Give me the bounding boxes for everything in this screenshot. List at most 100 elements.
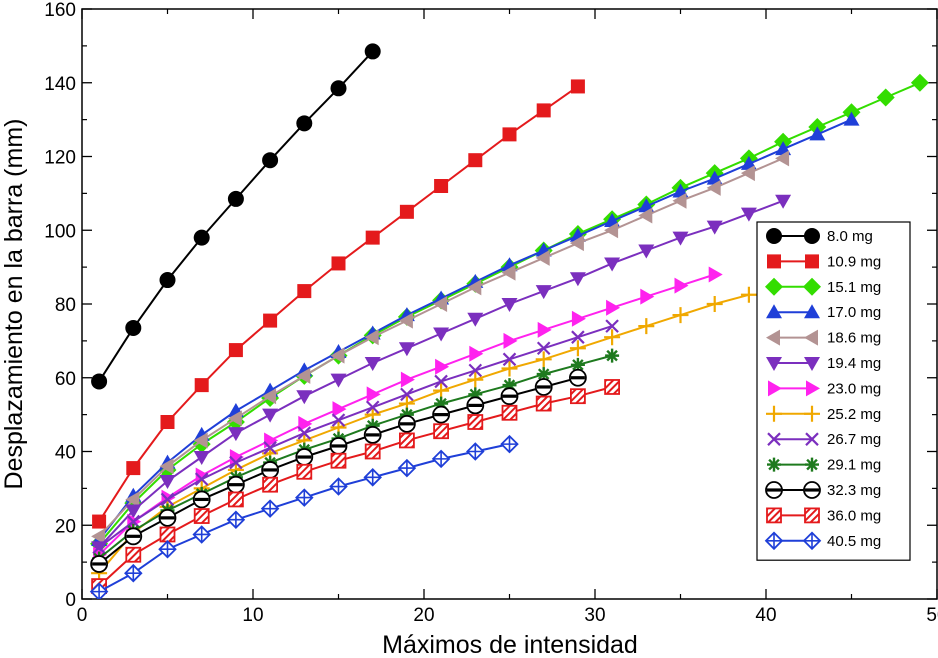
legend-marker — [803, 277, 821, 296]
data-point — [227, 491, 244, 508]
data-point — [296, 390, 313, 405]
legend-item: 29.1 mg — [767, 457, 881, 474]
legend-label: 15.1 mg — [827, 279, 881, 296]
data-point — [159, 475, 176, 489]
legend-label: 17.0 mg — [827, 304, 881, 321]
data-point — [296, 463, 313, 480]
data-point — [400, 371, 415, 388]
data-point — [296, 367, 311, 384]
data-point — [571, 330, 585, 344]
data-point — [432, 405, 451, 424]
legend-item: 8.0 mg — [766, 228, 873, 245]
y-tick-label: 60 — [55, 369, 76, 390]
legend-label: 18.6 mg — [827, 330, 881, 347]
data-point — [125, 319, 142, 336]
data-point — [638, 207, 653, 224]
legend-item: 10.9 mg — [767, 253, 881, 270]
data-point — [431, 449, 451, 469]
data-point — [331, 256, 346, 271]
series-32-3-mg — [90, 368, 587, 573]
data-point — [535, 351, 552, 368]
data-point — [330, 80, 347, 97]
legend-marker — [766, 304, 782, 319]
data-point — [126, 461, 141, 476]
legend-marker — [765, 481, 783, 499]
legend-marker — [806, 380, 820, 397]
legend-marker — [804, 405, 820, 422]
legend-marker — [766, 329, 780, 346]
data-point — [843, 111, 860, 126]
data-point — [193, 451, 210, 466]
data-point — [159, 458, 174, 475]
data-point — [570, 79, 585, 94]
data-point — [331, 413, 346, 427]
data-point — [297, 426, 312, 440]
y-tick-label: 160 — [44, 0, 76, 21]
legend-marker — [804, 304, 820, 319]
data-point — [502, 378, 517, 393]
x-tick-label: 40 — [755, 605, 776, 626]
data-point — [467, 312, 484, 327]
series-36-0-mg — [91, 379, 620, 594]
data-point — [226, 510, 246, 529]
data-point — [329, 437, 348, 455]
legend-label: 36.0 mg — [827, 507, 881, 524]
data-point — [363, 426, 382, 444]
legend-box — [756, 221, 911, 561]
data-point — [500, 434, 519, 454]
data-point — [468, 153, 483, 168]
data-point — [433, 296, 448, 312]
data-point — [332, 401, 347, 418]
data-point — [365, 230, 380, 245]
data-point — [263, 313, 278, 328]
data-point — [365, 418, 380, 433]
legend-item: 25.2 mg — [766, 406, 881, 423]
data-point — [536, 103, 551, 118]
data-point — [330, 347, 345, 364]
data-point — [569, 368, 587, 387]
data-point — [706, 220, 723, 235]
legend-label: 26.7 mg — [827, 431, 881, 448]
data-point — [295, 448, 314, 466]
data-point — [297, 284, 312, 299]
legend-label: 29.1 mg — [827, 457, 881, 474]
legend-marker — [764, 531, 784, 551]
legend-marker — [802, 531, 822, 551]
data-point — [159, 526, 176, 543]
data-point — [262, 388, 277, 405]
legend-marker — [766, 507, 782, 524]
x-tick-label: 0 — [77, 605, 88, 626]
data-point — [740, 286, 757, 303]
data-point — [606, 299, 621, 316]
legend-label: 8.0 mg — [827, 228, 873, 245]
data-point — [433, 327, 450, 342]
data-point — [467, 414, 484, 430]
data-point — [638, 244, 655, 259]
data-point — [674, 277, 689, 294]
data-point — [400, 387, 414, 402]
data-point — [638, 318, 655, 335]
legend-marker — [767, 254, 781, 269]
legend-item: 19.4 mg — [766, 355, 881, 372]
legend-label: 25.2 mg — [827, 406, 881, 423]
data-point — [262, 152, 279, 169]
data-point — [569, 272, 586, 287]
y-tick-labels: 0 20 40 60 80 100 120 140 160 — [44, 0, 76, 611]
data-point — [263, 441, 277, 455]
data-point — [466, 396, 485, 415]
data-point — [569, 340, 586, 357]
data-point — [364, 329, 379, 346]
legend-item: 23.0 mg — [768, 380, 881, 397]
legend-marker — [766, 357, 782, 371]
data-point — [398, 432, 415, 449]
series-8-0-mg — [91, 43, 381, 390]
data-point — [193, 508, 210, 524]
data-point — [194, 472, 209, 486]
legend-label: 10.9 mg — [827, 253, 881, 270]
legend-marker — [765, 277, 783, 296]
data-point — [298, 415, 313, 432]
data-point — [260, 499, 280, 518]
data-point — [91, 528, 106, 545]
data-point — [160, 415, 175, 429]
